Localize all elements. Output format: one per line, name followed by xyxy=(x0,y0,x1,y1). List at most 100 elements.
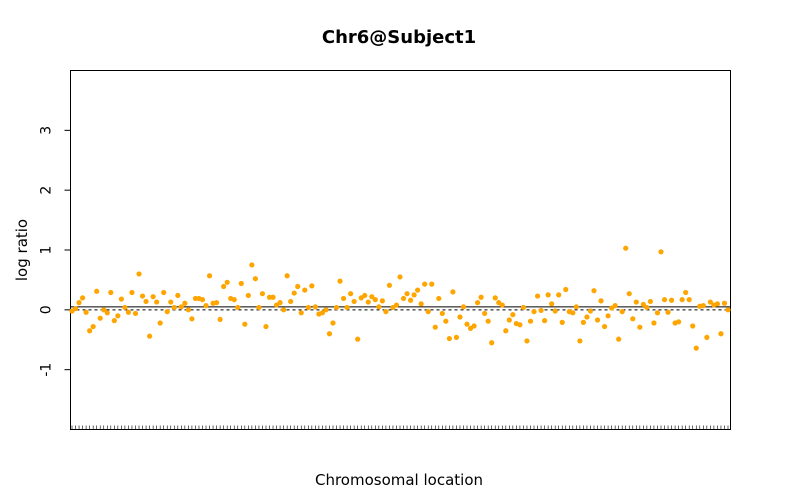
data-point xyxy=(718,331,724,337)
data-point xyxy=(72,306,79,312)
data-point xyxy=(637,324,643,330)
data-point xyxy=(344,304,350,311)
data-point xyxy=(323,307,329,313)
data-point xyxy=(503,328,509,334)
data-point xyxy=(79,295,86,301)
data-point xyxy=(559,319,565,325)
data-point xyxy=(418,301,424,307)
data-point xyxy=(242,321,248,327)
data-point xyxy=(83,309,89,315)
data-point xyxy=(90,323,96,330)
data-point xyxy=(415,287,421,293)
data-point xyxy=(457,314,463,320)
y-tick-label: -1 xyxy=(39,363,55,377)
data-point xyxy=(489,340,495,346)
data-point xyxy=(492,295,498,301)
data-point xyxy=(104,310,110,316)
data-point xyxy=(214,300,220,306)
data-point xyxy=(464,321,470,327)
y-axis-label: log ratio xyxy=(13,219,31,281)
data-point xyxy=(439,310,445,317)
data-point xyxy=(623,245,629,251)
data-point xyxy=(203,303,209,309)
data-point xyxy=(668,297,675,303)
data-point xyxy=(178,304,184,310)
data-point xyxy=(425,309,431,315)
data-point xyxy=(221,283,227,290)
data-point xyxy=(108,289,114,296)
data-point xyxy=(499,302,505,308)
data-point xyxy=(154,299,160,305)
data-point xyxy=(683,289,689,296)
data-point xyxy=(235,304,241,311)
data-point xyxy=(700,303,706,309)
data-point xyxy=(139,293,146,299)
data-point xyxy=(549,301,555,307)
data-point xyxy=(326,331,333,337)
data-point xyxy=(224,279,230,285)
data-point xyxy=(372,297,378,303)
data-point xyxy=(362,292,368,299)
data-point xyxy=(542,318,548,324)
data-point xyxy=(295,283,301,290)
data-point xyxy=(591,288,597,294)
chart-title: Chr6@Subject1 xyxy=(322,27,476,48)
data-point xyxy=(118,296,124,302)
data-point xyxy=(291,290,297,296)
data-point xyxy=(245,292,251,299)
y-tick-label: 1 xyxy=(39,246,55,255)
y-axis: -1 0 1 2 3 xyxy=(39,126,71,377)
data-point xyxy=(277,300,283,306)
y-tick-label: 3 xyxy=(39,126,55,135)
y-tick-label: 0 xyxy=(39,305,55,314)
data-point xyxy=(616,336,622,342)
data-point xyxy=(164,309,170,315)
data-point xyxy=(206,273,213,279)
data-point xyxy=(386,282,393,288)
data-point xyxy=(517,322,523,328)
data-point xyxy=(302,287,308,293)
data-point xyxy=(312,304,318,310)
data-point xyxy=(651,320,657,326)
data-point xyxy=(175,292,181,299)
data-point xyxy=(340,295,347,302)
x-axis-label: Chromosomal location xyxy=(315,471,483,489)
data-point xyxy=(524,338,530,344)
data-point xyxy=(552,308,558,314)
data-point xyxy=(707,299,713,305)
data-point xyxy=(538,307,544,314)
data-point xyxy=(182,300,188,306)
data-point xyxy=(577,338,583,344)
plot-frame xyxy=(70,70,731,430)
data-point xyxy=(527,318,534,324)
data-point xyxy=(690,323,696,329)
data-point xyxy=(270,294,276,300)
data-point xyxy=(654,310,661,316)
data-point xyxy=(598,298,604,304)
data-point xyxy=(333,304,340,311)
data-point xyxy=(630,316,636,322)
data-point xyxy=(665,309,671,315)
data-point xyxy=(510,312,516,318)
data-point xyxy=(482,310,488,317)
data-point xyxy=(288,298,294,305)
data-point xyxy=(446,335,452,342)
data-point xyxy=(379,298,385,304)
data-point xyxy=(714,301,721,307)
data-point xyxy=(94,288,100,294)
data-point xyxy=(580,319,586,325)
data-point xyxy=(693,345,699,351)
data-point xyxy=(132,310,139,317)
data-point xyxy=(605,313,611,319)
data-point xyxy=(633,299,639,305)
data-point xyxy=(217,316,223,323)
data-point xyxy=(330,320,336,326)
data-point xyxy=(111,318,117,324)
data-point xyxy=(146,333,153,339)
data-point xyxy=(453,334,460,340)
data-point xyxy=(319,310,326,316)
data-point xyxy=(429,281,435,287)
data-point xyxy=(436,295,442,302)
data-point xyxy=(686,297,692,303)
data-point xyxy=(351,298,357,305)
